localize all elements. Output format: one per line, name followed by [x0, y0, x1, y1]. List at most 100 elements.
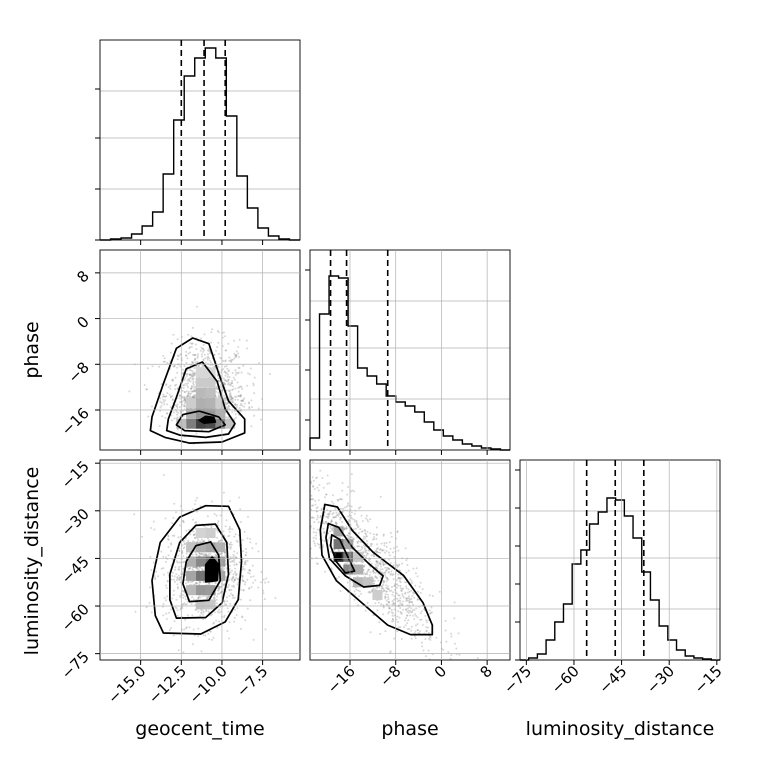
joint-phase-vs-luminosity-distance-point	[315, 531, 318, 534]
joint-geocent-time-vs-luminosity-distance-point	[152, 561, 155, 564]
joint-geocent-time-vs-phase-point	[200, 355, 203, 358]
joint-geocent-time-vs-luminosity-distance-point	[184, 595, 187, 598]
joint-geocent-time-vs-luminosity-distance-point	[194, 609, 197, 612]
joint-geocent-time-vs-phase-point	[192, 375, 195, 378]
joint-geocent-time-vs-luminosity-distance-point	[223, 599, 226, 602]
joint-phase-vs-luminosity-distance-point	[386, 577, 389, 580]
joint-geocent-time-vs-phase-point	[227, 342, 230, 345]
joint-geocent-time-vs-luminosity-distance-point	[165, 586, 168, 589]
joint-geocent-time-vs-luminosity-distance-point	[205, 554, 208, 556]
joint-geocent-time-vs-phase-point	[179, 353, 182, 356]
joint-phase-vs-luminosity-distance-point	[385, 603, 388, 606]
joint-geocent-time-vs-phase-point	[203, 333, 206, 336]
joint-geocent-time-vs-luminosity-distance-point	[246, 537, 249, 540]
joint-phase-vs-luminosity-distance-point	[382, 534, 385, 537]
joint-geocent-time-vs-luminosity-distance-point	[167, 571, 169, 574]
joint-phase-vs-luminosity-distance-point	[384, 596, 387, 599]
joint-geocent-time-vs-phase-point	[162, 398, 165, 401]
joint-phase-vs-luminosity-distance-point	[325, 493, 328, 496]
joint-geocent-time-vs-phase-point	[231, 401, 234, 404]
joint-geocent-time-vs-phase-point	[195, 432, 198, 435]
joint-phase-vs-luminosity-distance-point	[396, 531, 399, 534]
joint-phase-vs-luminosity-distance-point	[341, 489, 344, 492]
joint-phase-vs-luminosity-distance-point	[306, 487, 308, 489]
joint-geocent-time-vs-luminosity-distance-density-cell	[195, 585, 206, 596]
joint-geocent-time-vs-luminosity-distance-point	[152, 520, 155, 523]
joint-phase-vs-luminosity-distance-point	[369, 631, 372, 634]
joint-geocent-time-vs-phase-point	[173, 364, 176, 367]
joint-phase-vs-luminosity-distance-point	[360, 514, 363, 517]
joint-phase-vs-luminosity-distance-point	[389, 650, 392, 653]
joint-geocent-time-vs-phase-point	[173, 417, 176, 420]
joint-geocent-time-vs-luminosity-distance-point	[197, 596, 200, 599]
joint-geocent-time-vs-luminosity-distance-point	[236, 552, 239, 555]
joint-phase-vs-luminosity-distance-point	[331, 513, 334, 516]
joint-phase-vs-luminosity-distance-point	[341, 507, 344, 510]
joint-geocent-time-vs-luminosity-distance-point	[238, 561, 241, 564]
joint-geocent-time-vs-phase-point	[210, 331, 213, 334]
joint-phase-vs-luminosity-distance-point	[376, 560, 379, 563]
joint-phase-vs-luminosity-distance-point	[407, 619, 410, 622]
joint-phase-vs-luminosity-distance-point	[322, 546, 324, 549]
joint-geocent-time-vs-luminosity-distance-point	[182, 596, 185, 599]
joint-phase-vs-luminosity-distance-point	[413, 592, 415, 595]
joint-geocent-time-vs-phase-point	[208, 349, 211, 352]
joint-phase-vs-luminosity-distance-point	[375, 549, 378, 552]
joint-geocent-time-vs-luminosity-distance-point	[207, 610, 210, 613]
joint-geocent-time-vs-luminosity-distance-point	[168, 629, 171, 631]
joint-phase-vs-luminosity-distance-point	[396, 566, 399, 569]
joint-geocent-time-vs-luminosity-distance-point	[189, 567, 191, 570]
joint-geocent-time-vs-luminosity-distance-point	[191, 580, 194, 583]
joint-phase-vs-luminosity-distance-point	[399, 611, 402, 614]
joint-phase-vs-luminosity-distance-point	[343, 528, 346, 531]
joint-phase-vs-luminosity-distance-point	[384, 574, 387, 576]
joint-phase-vs-luminosity-distance-point	[379, 551, 382, 554]
joint-phase-vs-luminosity-distance-point	[393, 608, 396, 611]
joint-phase-vs-luminosity-distance-point	[419, 630, 422, 633]
joint-phase-vs-luminosity-distance-point	[374, 563, 377, 566]
joint-phase-vs-luminosity-distance-point	[404, 619, 406, 622]
joint-phase-vs-luminosity-distance-point	[339, 516, 342, 519]
joint-phase-vs-luminosity-distance-point	[362, 565, 365, 568]
joint-phase-vs-luminosity-distance-point	[391, 620, 393, 623]
joint-phase-vs-luminosity-distance-point	[392, 603, 395, 605]
joint-geocent-time-vs-luminosity-distance-point	[228, 637, 231, 640]
joint-phase-vs-luminosity-distance-point	[375, 576, 378, 579]
joint-geocent-time-vs-luminosity-distance-point	[233, 555, 236, 558]
joint-phase-vs-luminosity-distance-point	[363, 564, 366, 567]
joint-phase-vs-luminosity-distance-point	[364, 532, 367, 535]
row-lumdist-ytick-label-1: −30	[58, 505, 93, 540]
joint-geocent-time-vs-luminosity-distance-point	[229, 571, 232, 574]
joint-geocent-time-vs-luminosity-distance-point	[224, 525, 227, 528]
joint-phase-vs-luminosity-distance-point	[322, 544, 324, 547]
joint-geocent-time-vs-luminosity-distance-point	[233, 564, 236, 566]
joint-phase-vs-luminosity-distance-point	[311, 498, 314, 501]
joint-geocent-time-vs-luminosity-distance-point	[251, 547, 254, 550]
joint-phase-vs-luminosity-distance-point	[370, 589, 373, 592]
joint-geocent-time-vs-luminosity-distance-contour-3	[204, 556, 220, 583]
joint-phase-vs-luminosity-distance-point	[400, 611, 403, 614]
joint-phase-vs-luminosity-distance-point	[398, 577, 401, 579]
joint-phase-vs-luminosity-distance-point	[398, 594, 401, 597]
joint-geocent-time-vs-phase-point	[192, 395, 195, 398]
joint-phase-vs-luminosity-distance-point	[413, 618, 416, 620]
joint-geocent-time-vs-luminosity-distance-point	[225, 596, 228, 599]
joint-geocent-time-vs-luminosity-distance-point	[204, 594, 207, 597]
joint-geocent-time-vs-phase-point	[207, 355, 210, 358]
joint-geocent-time-vs-phase-point	[190, 387, 193, 390]
joint-geocent-time-vs-luminosity-distance-density-cell	[186, 585, 197, 596]
joint-geocent-time-vs-luminosity-distance-point	[162, 573, 165, 576]
joint-geocent-time-vs-luminosity-distance-point	[202, 540, 204, 543]
joint-geocent-time-vs-phase-density-cell	[215, 418, 226, 429]
joint-phase-vs-luminosity-distance-point	[385, 590, 388, 593]
joint-phase-vs-luminosity-distance-point	[312, 485, 315, 487]
joint-geocent-time-vs-luminosity-distance-point	[227, 535, 230, 538]
joint-geocent-time-vs-phase-point	[208, 359, 211, 362]
joint-phase-vs-luminosity-distance-point	[358, 545, 361, 548]
joint-phase-vs-luminosity-distance-point	[376, 533, 379, 536]
joint-phase-vs-luminosity-distance-point	[292, 492, 294, 494]
joint-phase-vs-luminosity-distance-point	[361, 530, 364, 533]
joint-phase-vs-luminosity-distance-point	[422, 649, 425, 652]
joint-geocent-time-vs-phase-contour-2	[175, 410, 227, 433]
joint-geocent-time-vs-phase-point	[238, 409, 241, 412]
